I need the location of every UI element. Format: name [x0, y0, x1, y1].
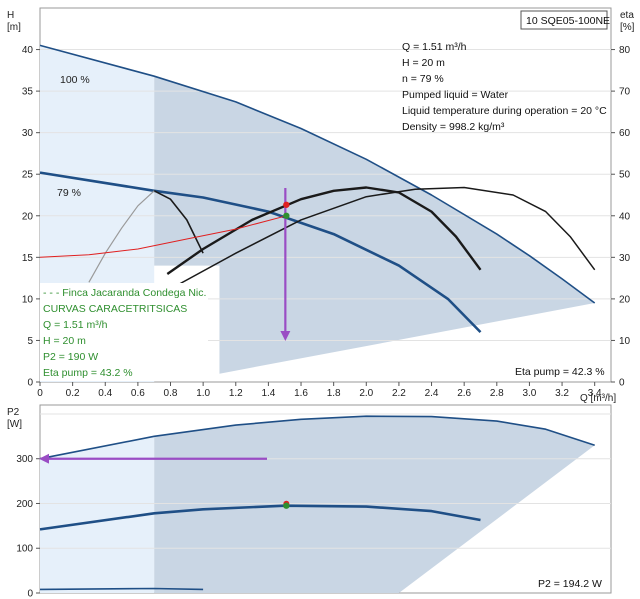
bottom-light-band — [40, 436, 155, 593]
p2-tick-label: 200 — [16, 499, 33, 510]
legend-line: H = 20 m — [43, 335, 86, 347]
y2-tick-label: 50 — [619, 170, 631, 181]
info-line: n = 79 % — [402, 73, 444, 85]
info-line: Q = 1.51 m³/h — [402, 41, 467, 53]
top-operating-band — [154, 76, 595, 374]
markers — [39, 188, 291, 509]
curve-system — [39, 215, 287, 258]
x-axis-label: Q [m³/h] — [580, 393, 616, 404]
info-line: Density = 998.2 kg/m³ — [402, 121, 505, 133]
legend-line: Eta pump = 43.2 % — [43, 367, 133, 379]
model-label: 10 SQE05-100NE — [526, 15, 610, 27]
p2-tick-label: 0 — [27, 589, 33, 599]
x-tick-label: 0.2 — [66, 388, 80, 399]
y-tick-label: 35 — [22, 87, 34, 98]
curve-100-percent — [39, 44, 596, 304]
p2-footer: P2 = 194.2 W — [538, 578, 602, 590]
x-ticks: 0 0.2 0.4 0.6 0.8 1.0 1.2 1.4 1.6 1.8 2.0 2.2 2.4 2.6… — [37, 382, 602, 399]
y2-tick-label: 20 — [619, 294, 631, 305]
top-grid — [40, 49, 611, 341]
bottom-light-band-area — [40, 436, 155, 593]
curve-grey — [88, 190, 155, 283]
p2-axis-label: P2 — [7, 407, 20, 418]
duty-point-red — [283, 201, 290, 208]
x-tick-label: 1.8 — [327, 388, 341, 399]
p2-ticks: 0 100 200 300 — [16, 454, 40, 599]
y2-tick-label: 80 — [619, 45, 631, 56]
info-line: Pumped liquid = Water — [402, 89, 509, 101]
curve-label-79: 79 % — [57, 187, 81, 199]
eta-footer: Eta pump = 42.3 % — [515, 366, 605, 378]
y-ticks: 0 5 10 15 20 25 30 35 40 — [22, 45, 40, 389]
x-tick-label: 2.8 — [490, 388, 504, 399]
p2-axis-unit: [W] — [7, 419, 22, 430]
x-tick-label: 2.0 — [359, 388, 373, 399]
curve-label-100: 100 % — [60, 74, 90, 86]
x-tick-label: 0 — [37, 388, 43, 399]
x-tick-label: 2.4 — [425, 388, 439, 399]
x-tick-label: 0.6 — [131, 388, 145, 399]
legend-line: CURVAS CARACETRITSICAS — [43, 303, 187, 315]
y-tick-label: 25 — [22, 170, 34, 181]
x-tick-label: 1.0 — [196, 388, 210, 399]
curve-eta-79 — [166, 186, 482, 275]
y-tick-label: 5 — [27, 336, 33, 347]
y2-axis-unit: [%] — [620, 22, 635, 33]
p2-tick-label: 300 — [16, 454, 33, 465]
bottom-operating-band — [154, 416, 595, 593]
x-tick-label: 0.4 — [98, 388, 112, 399]
curve-79-percent — [39, 171, 482, 334]
model-label-box — [520, 10, 608, 30]
y-axis-unit: [m] — [7, 22, 21, 33]
duty-point-green — [283, 212, 290, 219]
y-tick-label: 0 — [27, 378, 33, 389]
x-tick-label: 2.6 — [457, 388, 471, 399]
p2-curve-low — [39, 587, 204, 591]
legend-line: Q = 1.51 m³/h — [43, 319, 108, 331]
y-tick-label: 15 — [22, 253, 34, 264]
y2-tick-label: 10 — [619, 336, 631, 347]
y2-tick-label: 0 — [619, 378, 625, 389]
y-tick-label: 40 — [22, 45, 34, 56]
x-tick-label: 1.2 — [229, 388, 243, 399]
x-tick-label: 3.0 — [522, 388, 536, 399]
legend-block: - - - Finca Jacaranda Condega Nic. CURVA… — [43, 287, 206, 379]
y2-tick-label: 30 — [619, 253, 631, 264]
y-tick-label: 30 — [22, 128, 34, 139]
top-curves — [39, 44, 596, 334]
bottom-band-area — [154, 416, 595, 593]
info-line: H = 20 m — [402, 57, 445, 69]
p2-tick-label: 100 — [16, 544, 33, 555]
curve-eta-100 — [166, 186, 596, 292]
x-tick-label: 2.2 — [392, 388, 406, 399]
x-tick-label: 3.4 — [588, 388, 602, 399]
y2-tick-label: 60 — [619, 128, 631, 139]
p2-point-green — [283, 502, 290, 509]
legend-line: P2 = 190 W — [43, 351, 98, 363]
legend-line: - - - Finca Jacaranda Condega Nic. — [43, 287, 206, 299]
legend-box — [40, 283, 208, 381]
top-band-area — [154, 76, 595, 374]
x-tick-label: 0.8 — [164, 388, 178, 399]
info-line: Liquid temperature during operation = 20… — [402, 105, 607, 117]
y2-ticks: 0 10 20 30 40 50 60 70 80 — [611, 45, 631, 389]
y2-axis-label: eta — [620, 10, 634, 21]
y-tick-label: 10 — [22, 294, 34, 305]
y-axis-label: H — [7, 10, 14, 21]
y-tick-label: 20 — [22, 211, 34, 222]
y2-tick-label: 70 — [619, 87, 631, 98]
x-tick-label: 1.6 — [294, 388, 308, 399]
p2-curve-100 — [39, 415, 595, 460]
info-block: Q = 1.51 m³/h H = 20 m n = 79 % Pumped l… — [402, 41, 607, 133]
x-tick-label: 3.2 — [555, 388, 569, 399]
y2-tick-label: 40 — [619, 211, 631, 222]
curve-eta-short — [153, 190, 204, 254]
x-tick-label: 1.4 — [261, 388, 275, 399]
